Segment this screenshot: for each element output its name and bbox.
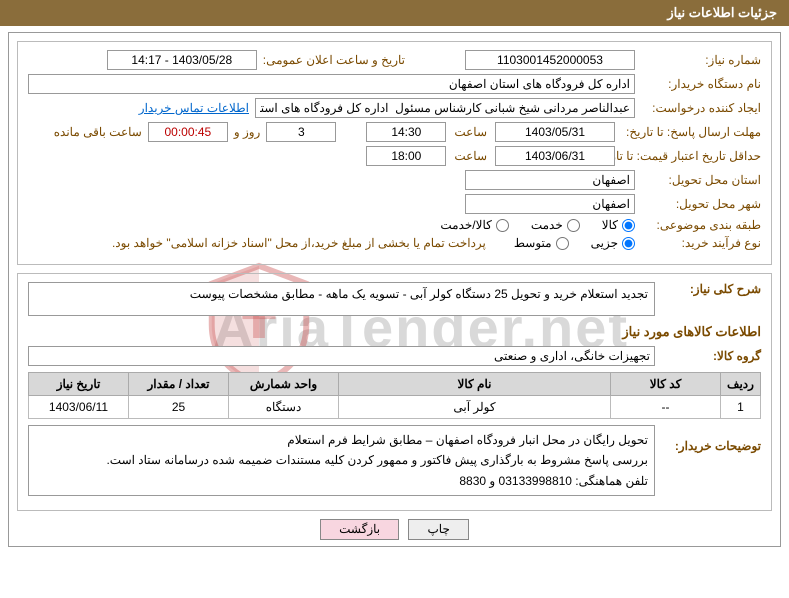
buyer-org-label: نام دستگاه خریدار:	[641, 77, 761, 91]
table-row: 1 -- کولر آبی دستگاه 25 1403/06/11	[29, 396, 761, 419]
deadline-time-label: ساعت	[454, 125, 487, 139]
process-label: نوع فرآیند خرید:	[641, 236, 761, 250]
cell-date: 1403/06/11	[29, 396, 129, 419]
overall-label: شرح کلی نیاز:	[661, 282, 761, 296]
requester-label: ایجاد کننده درخواست:	[641, 101, 761, 115]
announce-label: تاریخ و ساعت اعلان عمومی:	[263, 53, 405, 67]
print-button[interactable]: چاپ	[408, 519, 468, 540]
process-radio-minor[interactable]	[622, 237, 635, 250]
th-qty: تعداد / مقدار	[129, 373, 229, 396]
process-radio-medium[interactable]	[556, 237, 569, 250]
buyer-note-line2: بررسی پاسخ مشروط به بارگذاری پیش فاکتور …	[35, 450, 648, 470]
category-opt-both: کالا/خدمت	[440, 218, 491, 232]
remain-days-field[interactable]	[266, 122, 336, 142]
process-opt-medium: متوسط	[514, 236, 552, 250]
goods-group-label: گروه کالا:	[661, 349, 761, 363]
goods-table: ردیف کد کالا نام کالا واحد شمارش تعداد /…	[28, 372, 761, 419]
category-opt-service: خدمت	[531, 218, 563, 232]
validity-label: حداقل تاریخ اعتبار قیمت: تا تاریخ:	[621, 149, 761, 163]
page-title-bar: جزئیات اطلاعات نیاز	[0, 0, 789, 26]
need-no-field[interactable]	[465, 50, 635, 70]
deadline-time-field[interactable]	[366, 122, 446, 142]
th-unit: واحد شمارش	[229, 373, 339, 396]
province-label: استان محل تحویل:	[641, 173, 761, 187]
th-row: ردیف	[721, 373, 761, 396]
th-name: نام کالا	[339, 373, 611, 396]
announce-field[interactable]	[107, 50, 257, 70]
remain-time-field[interactable]	[148, 122, 228, 142]
requester-field[interactable]	[255, 98, 635, 118]
buyer-org-field[interactable]	[28, 74, 635, 94]
goods-info-title: اطلاعات کالاهای مورد نیاز	[28, 324, 761, 340]
validity-time-label: ساعت	[454, 149, 487, 163]
cell-code: --	[611, 396, 721, 419]
th-code: کد کالا	[611, 373, 721, 396]
category-label: طبقه بندی موضوعی:	[641, 218, 761, 232]
payment-note: پرداخت تمام یا بخشی از مبلغ خرید،از محل …	[112, 236, 486, 250]
cell-row: 1	[721, 396, 761, 419]
category-radio-both[interactable]	[496, 219, 509, 232]
overall-field[interactable]: تجدید استعلام خرید و تحویل 25 دستگاه کول…	[28, 282, 655, 316]
category-radio-service[interactable]	[567, 219, 580, 232]
buyer-contact-link[interactable]: اطلاعات تماس خریدار	[139, 101, 249, 115]
overall-panel: شرح کلی نیاز: تجدید استعلام خرید و تحویل…	[17, 273, 772, 511]
form-panel: شماره نیاز: تاریخ و ساعت اعلان عمومی: نا…	[17, 41, 772, 265]
province-field[interactable]	[465, 170, 635, 190]
need-no-label: شماره نیاز:	[641, 53, 761, 67]
buyer-notes-label: توضیحات خریدار:	[661, 425, 761, 453]
main-panel: شماره نیاز: تاریخ و ساعت اعلان عمومی: نا…	[8, 32, 781, 547]
button-bar: چاپ بازگشت	[9, 519, 780, 540]
page-title: جزئیات اطلاعات نیاز	[667, 5, 777, 20]
validity-date-field[interactable]	[495, 146, 615, 166]
validity-time-field[interactable]	[366, 146, 446, 166]
city-label: شهر محل تحویل:	[641, 197, 761, 211]
buyer-note-line3: تلفن هماهنگی: 03133998810 و 8830	[35, 471, 648, 491]
process-opt-minor: جزیی	[591, 236, 618, 250]
cell-unit: دستگاه	[229, 396, 339, 419]
cell-name: کولر آبی	[339, 396, 611, 419]
deadline-date-field[interactable]	[495, 122, 615, 142]
th-date: تاریخ نیاز	[29, 373, 129, 396]
category-radio-goods[interactable]	[622, 219, 635, 232]
category-opt-goods: کالا	[602, 218, 618, 232]
city-field[interactable]	[465, 194, 635, 214]
buyer-notes-field[interactable]: تحویل رایگان در محل انبار فرودگاه اصفهان…	[28, 425, 655, 496]
deadline-label: مهلت ارسال پاسخ: تا تاریخ:	[621, 125, 761, 139]
goods-group-field[interactable]	[28, 346, 655, 366]
remain-label: ساعت باقی مانده	[54, 125, 142, 139]
cell-qty: 25	[129, 396, 229, 419]
buyer-note-line1: تحویل رایگان در محل انبار فرودگاه اصفهان…	[35, 430, 648, 450]
back-button[interactable]: بازگشت	[320, 519, 399, 540]
day-and-label: روز و	[234, 125, 261, 139]
